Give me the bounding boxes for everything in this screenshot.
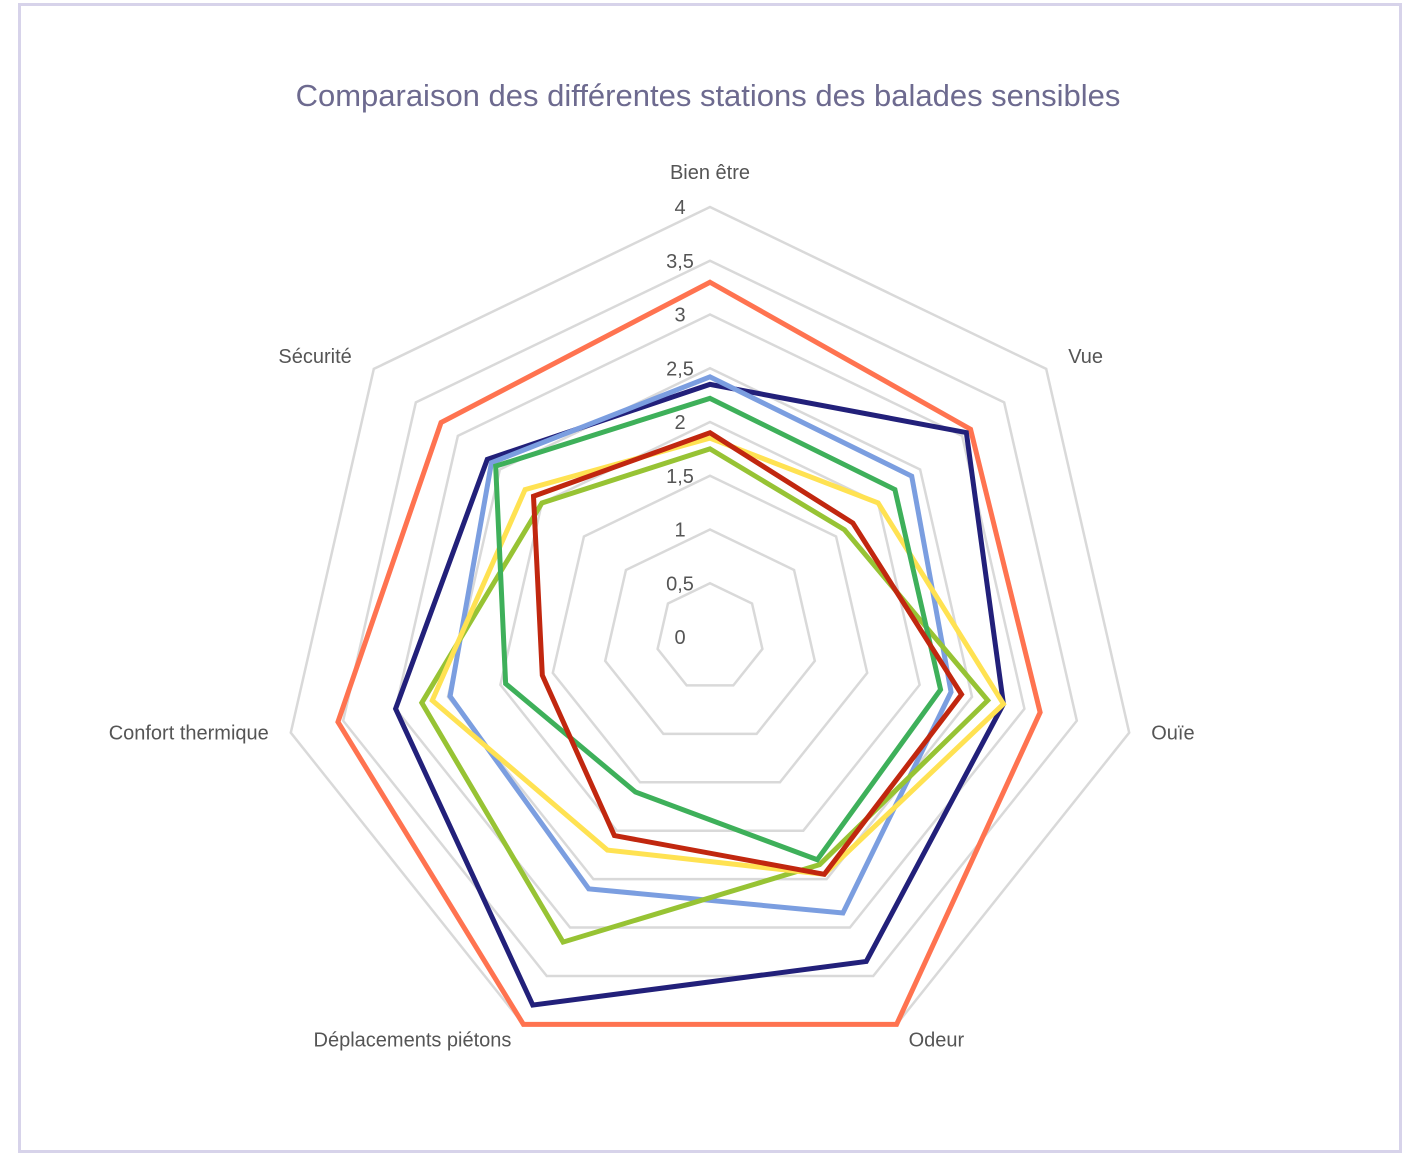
tick-label: 4 xyxy=(674,197,685,219)
series-line-7 xyxy=(530,429,965,878)
axis-label: Vue xyxy=(1068,346,1103,368)
series-line-5 xyxy=(429,435,1007,877)
series-line-1 xyxy=(335,279,1043,1027)
tick-label: 0,5 xyxy=(666,573,694,595)
label-layer: 0 0,5 1 1,5 2 2,5 3 3,5 4 Bien être Vue Ouïe Odeur Dé… xyxy=(109,162,1195,1051)
grid-ring-7 xyxy=(341,259,1079,978)
axis-label: Confort thermique xyxy=(109,723,269,745)
axis-label: Déplacements piétons xyxy=(314,1029,512,1051)
axis-label: Bien être xyxy=(670,162,750,184)
tick-label: 2,5 xyxy=(666,358,694,380)
series-line-4 xyxy=(418,446,992,946)
tick-label: 3 xyxy=(674,305,685,327)
grid-ring-1 xyxy=(656,581,764,687)
grid-ring-3 xyxy=(551,474,869,784)
tick-label: 2 xyxy=(674,412,685,434)
chart-title: Comparaison des différentes stations des… xyxy=(295,78,1121,113)
series-line-6 xyxy=(493,395,944,863)
axis-label: Ouïe xyxy=(1151,723,1194,745)
axis-label: Odeur xyxy=(909,1029,965,1051)
tick-label: 1 xyxy=(674,520,685,542)
tick-label: 3,5 xyxy=(666,251,694,273)
grid-ring-2 xyxy=(603,528,817,736)
grid-ring-5 xyxy=(446,366,974,881)
series-line-3 xyxy=(447,374,954,916)
tick-label: 0 xyxy=(674,627,685,649)
series-line-2 xyxy=(392,381,1007,1008)
tick-label: 1,5 xyxy=(666,466,694,488)
axis-label: Sécurité xyxy=(278,346,351,368)
series-layer xyxy=(335,279,1043,1027)
chart-frame xyxy=(18,3,1402,1153)
